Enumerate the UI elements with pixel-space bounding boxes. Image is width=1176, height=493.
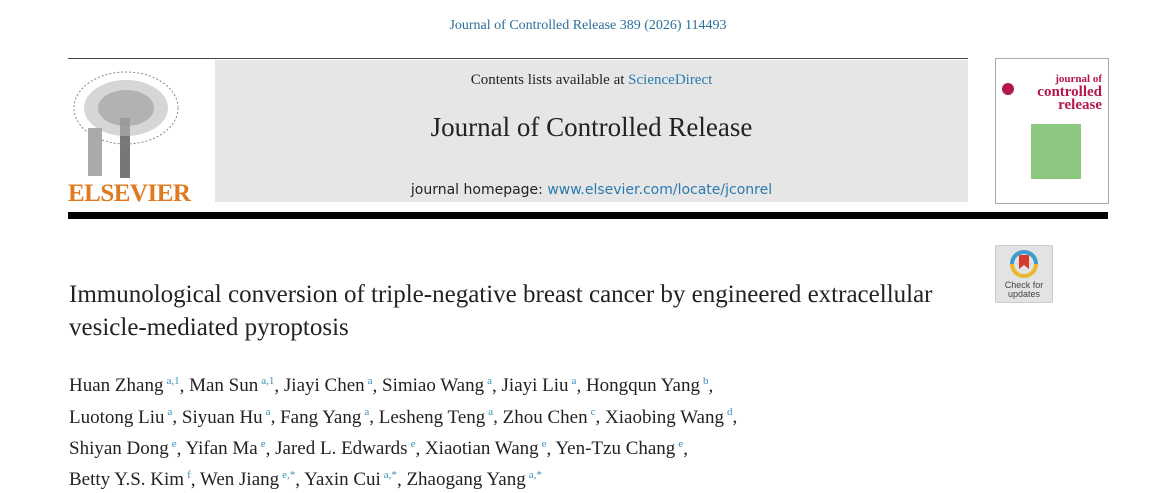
author[interactable]: Zhou Chen c xyxy=(502,406,596,428)
affiliation-marker[interactable]: a,1 xyxy=(166,375,180,387)
affiliation-marker[interactable]: d xyxy=(726,406,733,419)
affiliation-marker[interactable]: c xyxy=(590,406,596,419)
author[interactable]: Fang Yang a xyxy=(280,406,370,428)
affiliation-marker[interactable]: b xyxy=(702,375,709,387)
homepage-line: journal homepage: www.elsevier.com/locat… xyxy=(410,182,773,198)
author[interactable]: Xiaobing Wang d xyxy=(605,406,733,428)
affiliation-marker[interactable]: a xyxy=(167,406,173,419)
author[interactable]: Wen Jiang e,* xyxy=(199,468,296,491)
author[interactable]: Jiayi Chen a xyxy=(283,375,373,397)
author[interactable]: Yaxin Cui a,* xyxy=(304,468,397,491)
affiliation-marker[interactable]: a xyxy=(487,375,493,387)
affiliation-marker[interactable]: a,1 xyxy=(261,375,275,387)
author[interactable]: Zhaogang Yang a,* xyxy=(406,468,542,491)
author[interactable]: Luotong Liu a xyxy=(69,406,173,428)
author-list: Huan Zhang a,1, Man Sun a,1, Jiayi Chen a, … xyxy=(69,375,738,491)
affiliation-marker[interactable]: e xyxy=(678,437,684,450)
article-title: Immunological conversion of triple-negat… xyxy=(69,281,933,341)
affiliation-marker[interactable]: e xyxy=(410,437,416,450)
author[interactable]: Siyuan Hu a xyxy=(181,406,271,428)
author[interactable]: Huan Zhang a,1 xyxy=(69,375,180,397)
author[interactable]: Yifan Ma e xyxy=(185,437,266,459)
author[interactable]: Jiayi Liu a xyxy=(501,375,577,397)
check-for-updates-button[interactable]: Check for updates xyxy=(995,245,1053,303)
journal-title: Journal of Controlled Release xyxy=(430,112,753,142)
affiliation-marker[interactable]: a,* xyxy=(383,468,397,481)
author[interactable]: Hongqun Yang b xyxy=(585,375,709,397)
affiliation-marker[interactable]: a xyxy=(488,406,494,419)
author[interactable]: Xiaotian Wang e xyxy=(424,437,547,459)
affiliation-marker[interactable]: a xyxy=(265,406,271,419)
contents-line: Contents lists available at ScienceDirec… xyxy=(470,72,713,88)
affiliation-marker[interactable]: a xyxy=(367,375,373,387)
divider xyxy=(68,58,968,59)
affiliation-marker[interactable]: a,* xyxy=(528,468,542,481)
homepage-link[interactable]: www.elsevier.com/locate/jconrel xyxy=(547,182,773,198)
author[interactable]: Man Sun a,1 xyxy=(189,375,275,397)
check-updates-icon xyxy=(1010,250,1038,278)
affiliation-marker[interactable]: e xyxy=(260,437,266,450)
cover-image xyxy=(1031,124,1081,179)
journal-banner: Contents lists available at ScienceDirec… xyxy=(215,60,968,202)
journal-cover[interactable]: journal of controlled release xyxy=(995,58,1109,204)
affiliation-marker[interactable]: e xyxy=(171,437,177,450)
tree-icon xyxy=(73,71,179,178)
affiliation-marker[interactable]: e xyxy=(541,437,547,450)
affiliation-marker[interactable]: f xyxy=(187,468,191,481)
affiliation-marker[interactable]: a xyxy=(364,406,370,419)
header-bar xyxy=(68,212,1108,219)
affiliation-marker[interactable]: e,* xyxy=(282,468,296,481)
author[interactable]: Lesheng Teng a xyxy=(378,406,494,428)
cr-logo-icon xyxy=(1002,83,1014,95)
author[interactable]: Simiao Wang a xyxy=(382,375,493,397)
author[interactable]: Yen-Tzu Chang e xyxy=(555,437,684,459)
sciencedirect-link[interactable]: ScienceDirect xyxy=(628,72,713,88)
author[interactable]: Betty Y.S. Kim f xyxy=(69,468,191,491)
author[interactable]: Shiyan Dong e xyxy=(69,437,177,459)
elsevier-logo[interactable]: ELSEVIER xyxy=(68,68,191,208)
affiliation-marker[interactable]: a xyxy=(571,375,577,387)
author[interactable]: Jared L. Edwards e xyxy=(275,437,416,459)
citation: Journal of Controlled Release 389 (2026)… xyxy=(449,18,727,33)
